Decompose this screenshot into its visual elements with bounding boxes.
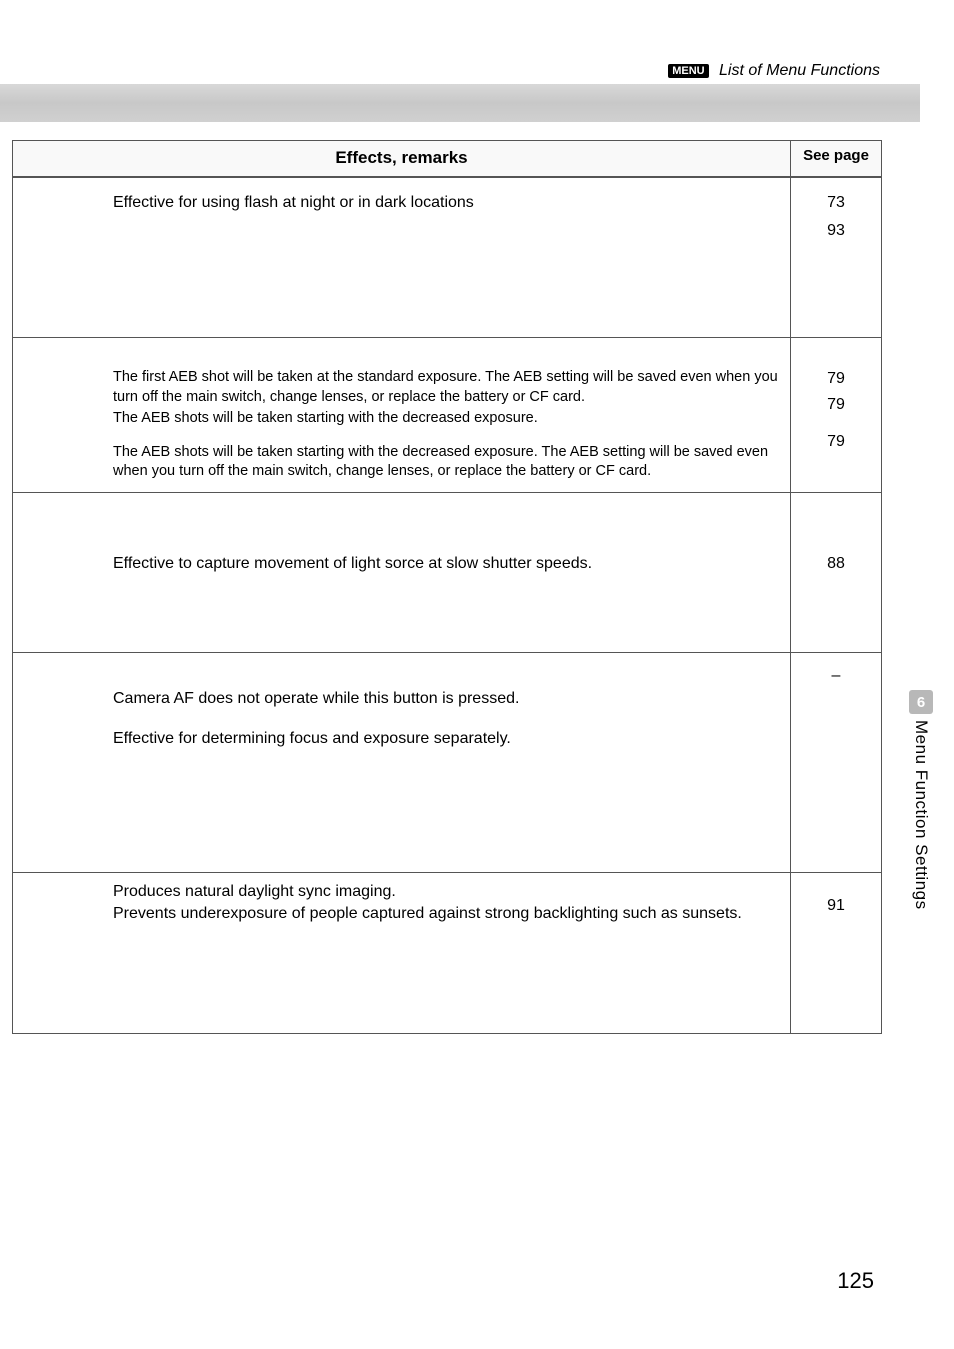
page-ref: 79 (795, 431, 877, 453)
page-ref: 73 (795, 192, 877, 214)
cell-page: 88 (791, 493, 881, 652)
header-page: See page (791, 141, 881, 176)
page-ref: – (795, 665, 877, 687)
table-row: Camera AF does not operate while this bu… (13, 653, 881, 873)
table-row: Produces natural daylight sync imaging. … (13, 873, 881, 1033)
effect-text: Camera AF does not operate while this bu… (113, 688, 770, 710)
page-ref: 88 (795, 553, 877, 575)
cell-page: 73 93 (791, 178, 881, 337)
cell-page: 91 (791, 873, 881, 1033)
grey-divider-bar (0, 84, 920, 122)
chapter-number-badge: 6 (909, 690, 933, 714)
effect-text: Effective to capture movement of light s… (113, 553, 770, 575)
table-row: Effective to capture movement of light s… (13, 493, 881, 653)
effect-text: The AEB shots will be taken starting wit… (113, 443, 778, 482)
effect-text: Produces natural daylight sync imaging. (113, 881, 770, 903)
page-header: MENU List of Menu Functions (0, 62, 920, 122)
header-label: MENU List of Menu Functions (0, 62, 920, 80)
effect-text: Prevents underexposure of people capture… (113, 903, 770, 925)
page-ref: 79 (795, 368, 877, 390)
header-title: List of Menu Functions (719, 62, 880, 79)
table-header-row: Effects, remarks See page (13, 141, 881, 178)
page-ref: 91 (795, 895, 877, 917)
effect-text: Effective for using flash at night or in… (113, 192, 770, 214)
menu-functions-table: Effects, remarks See page Effective for … (12, 140, 882, 1034)
cell-effects: The first AEB shot will be taken at the … (13, 338, 791, 492)
effect-text: The first AEB shot will be taken at the … (113, 368, 778, 407)
cell-page: 79 79 79 (791, 338, 881, 492)
chapter-side-tab: 6 Menu Function Settings (908, 690, 934, 910)
cell-page: – (791, 653, 881, 872)
page-number: 125 (837, 1268, 874, 1294)
menu-badge: MENU (668, 64, 708, 78)
cell-effects: Effective for using flash at night or in… (13, 178, 791, 337)
page-ref: 79 (795, 394, 877, 416)
effect-text: The AEB shots will be taken starting wit… (113, 409, 778, 429)
chapter-title-label: Menu Function Settings (911, 720, 931, 910)
cell-effects: Effective to capture movement of light s… (13, 493, 791, 652)
effect-text: Effective for determining focus and expo… (113, 728, 770, 750)
page-ref: 93 (795, 220, 877, 242)
table-row: The first AEB shot will be taken at the … (13, 338, 881, 493)
table-row: Effective for using flash at night or in… (13, 178, 881, 338)
cell-effects: Camera AF does not operate while this bu… (13, 653, 791, 872)
cell-effects: Produces natural daylight sync imaging. … (13, 873, 791, 1033)
header-effects: Effects, remarks (13, 141, 791, 176)
